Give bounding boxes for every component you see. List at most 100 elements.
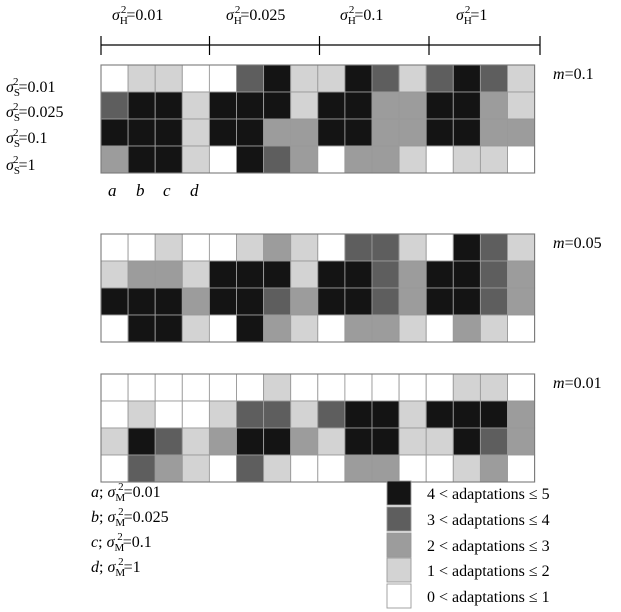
header-label-sigma-h: σH2=0.1 (340, 4, 383, 27)
heatmap-cell (371, 91, 400, 120)
legend-item: 3 < adaptations ≤ 4 (386, 506, 550, 532)
heatmap-cell (425, 400, 454, 429)
legend: 4 < adaptations ≤ 5 3 < adaptations ≤ 4 2 … (386, 480, 550, 609)
heatmap-cell (344, 145, 373, 174)
heatmap-cell (398, 287, 427, 316)
heatmap-cell (425, 373, 454, 402)
heatmap-cell (344, 314, 373, 343)
heatmap-cell (263, 91, 292, 120)
heatmap-cell (425, 260, 454, 289)
heatmap-cell (452, 118, 481, 147)
heatmap-cell (371, 118, 400, 147)
heatmap-panel: m=0.1 (100, 64, 594, 174)
legend-swatch (386, 557, 412, 583)
heatmap-cell (154, 145, 183, 174)
legend-item: 2 < adaptations ≤ 3 (386, 532, 550, 558)
heatmap-cell (371, 314, 400, 343)
heatmap-cell (507, 454, 536, 483)
heatmap-cell (100, 400, 129, 429)
heatmap-cell (181, 454, 210, 483)
heatmap-cell (317, 373, 346, 402)
heatmap-cell (208, 118, 237, 147)
heatmap-cell (208, 260, 237, 289)
heatmap-panels: m=0.1 m=0.05 m=0.01 (100, 64, 602, 483)
heatmap-cell (425, 91, 454, 120)
heatmap-cell (154, 314, 183, 343)
heatmap-cell (154, 64, 183, 93)
heatmap-cell (263, 314, 292, 343)
heatmap-cell (344, 91, 373, 120)
heatmap-cell (127, 314, 156, 343)
legend-swatch (386, 506, 412, 532)
header-label-sigma-h: σH2=0.025 (226, 4, 285, 27)
heatmap-cell (127, 373, 156, 402)
heatmap-cell (100, 314, 129, 343)
heatmap-cell (479, 118, 508, 147)
column-letter: a (108, 181, 117, 200)
legend-swatch (386, 583, 412, 609)
heatmap-cell (127, 145, 156, 174)
heatmap-cell (181, 64, 210, 93)
heatmap-cell (208, 454, 237, 483)
heatmap-cell (452, 427, 481, 456)
heatmap-cell (425, 145, 454, 174)
heatmap-cell (290, 260, 319, 289)
heatmap-cell (398, 400, 427, 429)
heatmap-cell (100, 260, 129, 289)
heatmap-cell (344, 373, 373, 402)
heatmap-cell (398, 373, 427, 402)
heatmap-cell (290, 91, 319, 120)
heatmap-cell (236, 233, 265, 262)
heatmap-cell (181, 427, 210, 456)
heatmap-cell (100, 373, 129, 402)
heatmap-cell (290, 64, 319, 93)
heatmap-cell (479, 287, 508, 316)
heatmap-cell (236, 400, 265, 429)
heatmap-cell (154, 91, 183, 120)
heatmap-cell (371, 454, 400, 483)
heatmap-cell (371, 145, 400, 174)
heatmap-cell (208, 373, 237, 402)
heatmap-cell (127, 233, 156, 262)
heatmap-cell (127, 287, 156, 316)
heatmap-cell (344, 454, 373, 483)
heatmap-cell (317, 400, 346, 429)
heatmap-cell (371, 400, 400, 429)
heatmap-panel: m=0.05 (100, 233, 602, 343)
heatmap-cell (507, 64, 536, 93)
heatmap-cell (290, 373, 319, 402)
heatmap-cell (290, 427, 319, 456)
heatmap-cell (507, 233, 536, 262)
heatmap-cell (452, 373, 481, 402)
heatmap-cell (398, 454, 427, 483)
heatmap-cell (398, 145, 427, 174)
heatmap-cell (181, 118, 210, 147)
heatmap-cell (290, 287, 319, 316)
heatmap-cell (154, 118, 183, 147)
heatmap-cell (425, 118, 454, 147)
mutation-key-entry: c; σM2=0.1 (91, 531, 152, 554)
heatmap-cell (154, 233, 183, 262)
heatmap-cell (236, 454, 265, 483)
heatmap-cell (100, 64, 129, 93)
heatmap-cell (154, 400, 183, 429)
heatmap-cell (236, 145, 265, 174)
legend-label: 3 < adaptations ≤ 4 (427, 512, 550, 529)
heatmap-cell (317, 260, 346, 289)
legend-item: 1 < adaptations ≤ 2 (386, 557, 550, 583)
heatmap-cell (507, 145, 536, 174)
heatmap-cell (452, 64, 481, 93)
heatmap-cell (236, 260, 265, 289)
heatmap-cell (344, 400, 373, 429)
heatmap-cell (317, 64, 346, 93)
heatmap-cell (181, 314, 210, 343)
heatmap-cell (263, 373, 292, 402)
legend-label: 4 < adaptations ≤ 5 (427, 486, 550, 503)
heatmap-cell (127, 454, 156, 483)
heatmap-cell (479, 427, 508, 456)
heatmap-cell (208, 427, 237, 456)
heatmap-cell (100, 145, 129, 174)
heatmap-cell (100, 427, 129, 456)
